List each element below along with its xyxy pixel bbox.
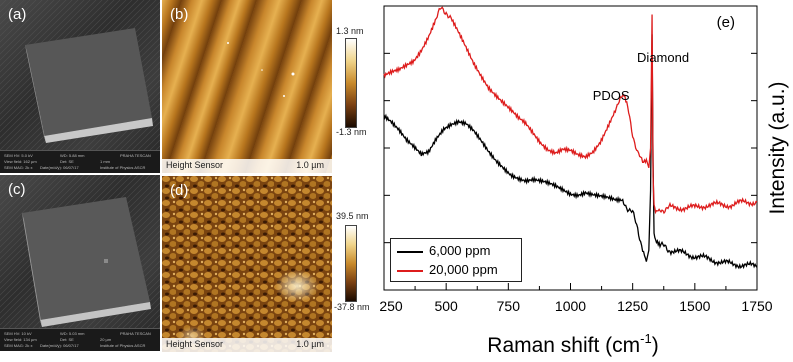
sem-crystal-image-a xyxy=(0,0,160,173)
annotation-pdos: PDOS xyxy=(593,88,630,103)
x-axis: 250 500 750 1000 1250 1500 1750 xyxy=(379,283,773,314)
x-tick-label: 1250 xyxy=(617,298,648,314)
afm-scale-label-b: 1.0 µm xyxy=(296,160,324,170)
colorbar-min-d: -37.8 nm xyxy=(334,302,370,312)
legend-label-6000: 6,000 ppm xyxy=(429,243,491,258)
panel-label-a: (a) xyxy=(8,6,27,23)
annotation-diamond: Diamond xyxy=(637,50,689,65)
x-tick-label: 250 xyxy=(379,298,403,314)
legend-label-20000: 20,000 ppm xyxy=(429,262,498,277)
series-group xyxy=(383,6,758,270)
afm-footer-b: Height Sensor 1.0 µm xyxy=(162,159,332,173)
sem-info-bar-c: SEM HV: 10 kV WD: 5.03 mm View field: 13… xyxy=(0,328,160,351)
x-tick-label: 1500 xyxy=(679,298,710,314)
legend-swatch-6000 xyxy=(397,251,423,253)
colorbar-d xyxy=(345,225,357,302)
y-axis-ticks xyxy=(384,52,757,244)
x-axis-title: Raman shift (cm-1) xyxy=(487,331,658,357)
afm-channel-label-d: Height Sensor xyxy=(166,339,224,349)
colorbar-max-d: 39.5 nm xyxy=(336,211,369,221)
panel-label-b: (b) xyxy=(170,6,189,23)
afm-height-image-b xyxy=(162,0,332,173)
colorbar-min-b: -1.3 nm xyxy=(336,127,367,137)
afm-panel-d: (d) Height Sensor 1.0 µm xyxy=(162,176,332,352)
afm-scale-label-d: 1.0 µm xyxy=(296,339,324,349)
afm-channel-label-b: Height Sensor xyxy=(166,160,224,170)
afm-height-image-d xyxy=(162,176,332,352)
colorbar-max-b: 1.3 nm xyxy=(336,26,364,36)
sem-panel-c: (c) SEM HV: 10 kV WD: 5.03 mm View field… xyxy=(0,175,160,351)
x-tick-label: 1750 xyxy=(741,298,772,314)
series-line-20000ppm xyxy=(383,6,758,215)
raman-chart: 250 500 750 1000 1250 1500 1750 (e) PDOS Diamo… xyxy=(379,5,789,357)
x-tick-label: 500 xyxy=(434,298,458,314)
y-axis-title: Intensity (a.u.) xyxy=(766,81,789,214)
chart-legend: 6,000 ppm 20,000 ppm xyxy=(390,238,522,282)
legend-swatch-20000 xyxy=(397,270,423,272)
x-tick-label: 750 xyxy=(497,298,521,314)
sem-panel-a: (a) SEM HV: 5.0 kV WD: 5.88 mm View fiel… xyxy=(0,0,160,173)
panel-label-d: (d) xyxy=(170,182,189,199)
x-tick-label: 1000 xyxy=(555,298,586,314)
colorbar-b xyxy=(345,38,357,128)
panel-label-c: (c) xyxy=(8,181,26,198)
series-line-6000ppm xyxy=(383,34,758,270)
afm-panel-b: (b) Height Sensor 1.0 µm xyxy=(162,0,332,173)
afm-footer-d: Height Sensor 1.0 µm xyxy=(162,338,332,352)
panel-label-e: (e) xyxy=(717,14,735,31)
sem-crystal-image-c xyxy=(0,175,160,351)
sem-info-bar-a: SEM HV: 5.0 kV WD: 5.88 mm View field: 1… xyxy=(0,150,160,173)
